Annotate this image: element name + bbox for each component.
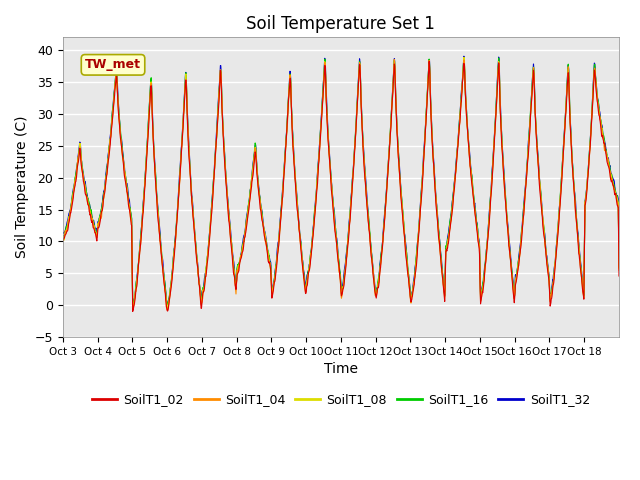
SoilT1_02 xyxy=(426,59,433,64)
SoilT1_04 xyxy=(390,57,398,62)
SoilT1_04 xyxy=(59,237,67,243)
SoilT1_32 xyxy=(460,53,468,59)
SoilT1_32 xyxy=(554,222,562,228)
SoilT1_32 xyxy=(615,263,623,269)
SoilT1_16 xyxy=(59,233,67,239)
SoilT1_04 xyxy=(316,139,324,144)
SoilT1_08 xyxy=(327,169,335,175)
SoilT1_32 xyxy=(59,230,67,236)
SoilT1_08 xyxy=(615,265,623,271)
SoilT1_32 xyxy=(147,89,154,95)
SoilT1_16 xyxy=(147,91,154,96)
Line: SoilT1_02: SoilT1_02 xyxy=(63,61,619,312)
SoilT1_02 xyxy=(609,180,616,186)
SoilT1_32 xyxy=(316,133,324,139)
SoilT1_02 xyxy=(316,139,324,144)
SoilT1_04 xyxy=(146,101,154,107)
SoilT1_08 xyxy=(59,235,67,241)
SoilT1_02 xyxy=(554,230,562,236)
SoilT1_02 xyxy=(473,224,481,229)
SoilT1_04 xyxy=(609,180,616,185)
Y-axis label: Soil Temperature (C): Soil Temperature (C) xyxy=(15,116,29,258)
Line: SoilT1_04: SoilT1_04 xyxy=(63,60,619,310)
SoilT1_16 xyxy=(327,168,335,174)
SoilT1_32 xyxy=(473,219,481,225)
SoilT1_16 xyxy=(460,55,468,61)
SoilT1_16 xyxy=(615,264,623,270)
Line: SoilT1_08: SoilT1_08 xyxy=(63,57,619,309)
SoilT1_16 xyxy=(473,219,481,225)
X-axis label: Time: Time xyxy=(324,362,358,376)
SoilT1_32 xyxy=(327,168,335,173)
SoilT1_04 xyxy=(327,173,335,179)
SoilT1_32 xyxy=(129,302,136,308)
SoilT1_08 xyxy=(147,93,154,99)
SoilT1_32 xyxy=(609,175,616,181)
SoilT1_08 xyxy=(316,136,324,142)
SoilT1_02 xyxy=(615,273,623,279)
SoilT1_16 xyxy=(554,225,562,230)
SoilT1_02 xyxy=(327,173,335,179)
Line: SoilT1_16: SoilT1_16 xyxy=(63,58,619,305)
SoilT1_16 xyxy=(609,176,616,182)
Legend: SoilT1_02, SoilT1_04, SoilT1_08, SoilT1_16, SoilT1_32: SoilT1_02, SoilT1_04, SoilT1_08, SoilT1_… xyxy=(87,388,595,411)
SoilT1_08 xyxy=(129,306,137,312)
SoilT1_04 xyxy=(554,227,562,233)
SoilT1_08 xyxy=(609,179,616,184)
SoilT1_02 xyxy=(147,97,154,103)
SoilT1_08 xyxy=(473,221,481,227)
SoilT1_16 xyxy=(129,302,137,308)
Text: TW_met: TW_met xyxy=(85,58,141,72)
SoilT1_04 xyxy=(473,222,481,228)
SoilT1_04 xyxy=(163,307,171,313)
SoilT1_02 xyxy=(59,238,67,243)
SoilT1_08 xyxy=(554,223,562,228)
SoilT1_02 xyxy=(129,309,136,314)
Line: SoilT1_32: SoilT1_32 xyxy=(63,56,619,305)
SoilT1_08 xyxy=(460,54,468,60)
SoilT1_04 xyxy=(615,267,623,273)
Title: Soil Temperature Set 1: Soil Temperature Set 1 xyxy=(246,15,435,33)
SoilT1_16 xyxy=(316,133,324,139)
